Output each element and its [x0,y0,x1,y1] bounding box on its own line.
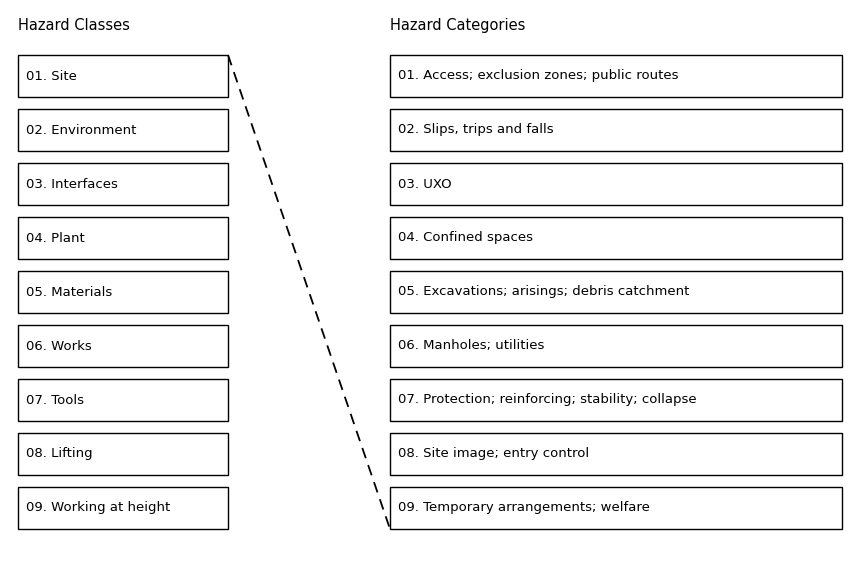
Bar [390,217,842,259]
Text: 07. Protection; reinforcing; stability; collapse: 07. Protection; reinforcing; stability; … [398,394,696,407]
Bar [18,379,228,421]
Text: 09. Temporary arrangements; welfare: 09. Temporary arrangements; welfare [398,501,650,514]
Text: 01. Site: 01. Site [26,70,77,82]
Bar [390,325,842,367]
Bar [390,163,842,205]
Text: 04. Plant: 04. Plant [26,232,85,245]
Text: 02. Environment: 02. Environment [26,123,136,136]
Bar [18,109,228,151]
Text: 06. Works: 06. Works [26,339,92,353]
Bar [390,487,842,529]
Bar [390,55,842,97]
Bar [390,379,842,421]
Text: 03. UXO: 03. UXO [398,177,452,191]
Text: Hazard Classes: Hazard Classes [18,18,130,33]
Text: 04. Confined spaces: 04. Confined spaces [398,232,533,245]
Bar [18,163,228,205]
Text: Hazard Categories: Hazard Categories [390,18,525,33]
Bar [390,271,842,313]
Bar [390,109,842,151]
Bar [18,271,228,313]
Text: 06. Manholes; utilities: 06. Manholes; utilities [398,339,544,353]
Text: 07. Tools: 07. Tools [26,394,84,407]
Text: 09. Working at height: 09. Working at height [26,501,170,514]
Bar [18,325,228,367]
Text: 02. Slips, trips and falls: 02. Slips, trips and falls [398,123,554,136]
Text: 05. Materials: 05. Materials [26,285,112,298]
Bar [18,487,228,529]
Text: 05. Excavations; arisings; debris catchment: 05. Excavations; arisings; debris catchm… [398,285,689,298]
Bar [18,217,228,259]
Text: 08. Lifting: 08. Lifting [26,448,93,460]
Bar [390,433,842,475]
Text: 01. Access; exclusion zones; public routes: 01. Access; exclusion zones; public rout… [398,70,679,82]
Bar [18,433,228,475]
Text: 08. Site image; entry control: 08. Site image; entry control [398,448,589,460]
Text: 03. Interfaces: 03. Interfaces [26,177,118,191]
Bar [18,55,228,97]
